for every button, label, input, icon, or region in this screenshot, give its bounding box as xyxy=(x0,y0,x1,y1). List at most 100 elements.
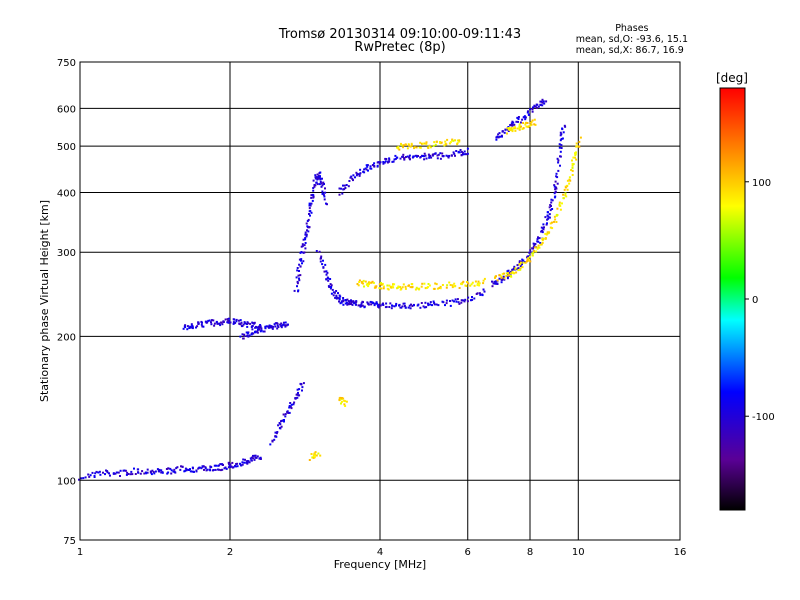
data-point xyxy=(460,283,463,286)
data-point xyxy=(269,443,272,446)
data-point xyxy=(324,263,327,266)
data-point xyxy=(298,270,300,272)
data-point xyxy=(225,467,228,470)
data-point xyxy=(284,415,287,418)
data-point xyxy=(437,153,440,156)
data-point xyxy=(559,134,562,137)
data-point xyxy=(369,165,372,168)
data-point xyxy=(310,453,313,455)
data-point xyxy=(284,321,287,324)
data-point xyxy=(432,300,435,303)
data-point xyxy=(544,232,547,235)
data-point xyxy=(516,127,519,130)
data-point xyxy=(182,327,185,330)
data-point xyxy=(394,157,397,160)
x-tick-label: 8 xyxy=(527,547,533,558)
data-point xyxy=(259,325,262,328)
data-point xyxy=(338,297,341,300)
data-point xyxy=(481,294,484,297)
data-point xyxy=(340,398,343,401)
data-point xyxy=(419,156,422,159)
data-point xyxy=(423,282,426,285)
data-point xyxy=(431,304,433,307)
data-point xyxy=(217,322,220,325)
data-point xyxy=(522,127,525,130)
data-point xyxy=(448,154,451,157)
data-point xyxy=(227,319,230,322)
data-point xyxy=(535,106,538,109)
data-point xyxy=(219,469,222,472)
data-point xyxy=(399,288,402,291)
data-point xyxy=(250,459,253,462)
data-point xyxy=(314,177,317,180)
data-point xyxy=(170,472,173,475)
data-point xyxy=(367,169,369,172)
data-point xyxy=(301,262,303,265)
data-point xyxy=(386,284,389,287)
data-point xyxy=(381,303,384,306)
data-point xyxy=(273,323,276,326)
data-point xyxy=(213,324,216,327)
data-point xyxy=(410,144,413,147)
data-point xyxy=(515,120,518,123)
data-point xyxy=(282,413,285,416)
data-point xyxy=(362,282,364,285)
data-point xyxy=(184,326,187,329)
data-point xyxy=(370,303,373,306)
data-point xyxy=(331,288,334,291)
data-point xyxy=(183,470,186,473)
data-point xyxy=(297,394,300,397)
data-point xyxy=(560,133,563,136)
data-point xyxy=(428,156,431,159)
data-point xyxy=(301,386,304,389)
data-point xyxy=(306,229,308,232)
data-point xyxy=(368,281,370,284)
data-point xyxy=(265,325,268,328)
data-point xyxy=(501,272,504,275)
data-point xyxy=(189,468,191,471)
data-point xyxy=(420,285,423,288)
data-point xyxy=(259,324,262,326)
data-point xyxy=(314,184,317,187)
data-point xyxy=(294,397,297,400)
data-point xyxy=(380,287,383,290)
data-point xyxy=(558,201,561,204)
data-point xyxy=(449,141,452,144)
data-point xyxy=(531,110,534,113)
data-point xyxy=(408,144,410,147)
data-point xyxy=(358,304,361,307)
data-point xyxy=(280,325,283,328)
data-point xyxy=(229,321,232,324)
data-point xyxy=(306,220,309,222)
data-point xyxy=(308,202,311,205)
data-point xyxy=(378,303,380,306)
data-point xyxy=(130,470,133,473)
data-point xyxy=(298,258,301,261)
data-point xyxy=(520,125,522,128)
data-point xyxy=(253,458,256,461)
data-point xyxy=(461,152,464,154)
data-point xyxy=(301,389,303,392)
data-point xyxy=(335,290,338,292)
data-point xyxy=(239,462,241,465)
data-point xyxy=(370,281,373,284)
data-point xyxy=(560,144,563,147)
data-point xyxy=(290,403,293,406)
data-point xyxy=(558,203,561,206)
data-point xyxy=(498,277,501,280)
data-point xyxy=(315,176,318,179)
data-point xyxy=(149,471,152,474)
data-point xyxy=(498,132,501,135)
data-point xyxy=(402,283,405,286)
data-point xyxy=(236,465,239,468)
data-point xyxy=(523,116,526,119)
data-point xyxy=(322,181,325,184)
data-point xyxy=(527,125,530,128)
data-point xyxy=(256,455,259,458)
data-point xyxy=(257,327,260,330)
data-point xyxy=(256,326,259,329)
data-point xyxy=(554,195,557,198)
data-point xyxy=(371,301,374,304)
data-point xyxy=(555,186,557,189)
data-point xyxy=(554,191,557,194)
